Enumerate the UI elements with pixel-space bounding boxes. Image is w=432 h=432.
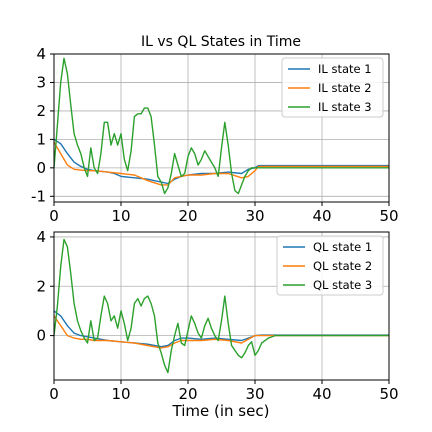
axes-frame (53, 53, 390, 203)
legend: QL state 1 QL state 2 QL state 3 (276, 235, 384, 296)
y-tick-label: 4 (36, 45, 46, 63)
series-line-1 (53, 138, 389, 185)
x-tick-label: 40 (312, 385, 331, 403)
legend: IL state 1 IL state 2 IL state 3 (281, 57, 384, 118)
x-tick-label: 40 (312, 207, 331, 225)
series-line-3 (53, 238, 389, 374)
y-tick-label: 4 (36, 228, 46, 246)
legend-label: IL state 2 (318, 81, 372, 95)
y-tick-label: 2 (36, 277, 46, 295)
legend-label: IL state 1 (318, 62, 372, 76)
y-tick-label: 0 (36, 159, 46, 177)
axes-frame (53, 231, 390, 381)
legend-label: IL state 3 (318, 100, 372, 114)
x-tick-label: 30 (245, 385, 264, 403)
legend-label: QL state 3 (313, 278, 372, 292)
x-tick-label: 10 (111, 207, 130, 225)
x-tick-label: 20 (178, 385, 197, 403)
y-tick-label: 3 (36, 73, 46, 91)
x-tick-label: 20 (178, 207, 197, 225)
series-line-2 (53, 141, 389, 186)
il-states-panel: IL vs QL States in Time 0 10 20 30 40 50-1012… (31, 34, 399, 225)
y-tick-label: 2 (36, 102, 46, 120)
x-tick-label: 10 (111, 385, 130, 403)
y-tick-label: -1 (31, 187, 46, 205)
series-group (53, 57, 389, 195)
legend-label: QL state 1 (313, 240, 372, 254)
y-tick-label: 0 (36, 327, 46, 345)
x-tick-label: 30 (245, 207, 264, 225)
x-tick-label: 0 (49, 385, 59, 403)
legend-box (281, 57, 384, 118)
chart-title: IL vs QL States in Time (141, 34, 301, 50)
legend-box (276, 235, 384, 296)
axis-ticks: 0 10 20 30 40 50 0 2 4 (36, 228, 398, 403)
x-tick-label: 50 (379, 385, 398, 403)
legend-label: QL state 2 (313, 259, 372, 273)
x-tick-label: 0 (49, 207, 59, 225)
x-axis-label: Time (in sec) (172, 402, 270, 420)
series-line-3 (53, 57, 389, 195)
series-group (53, 238, 389, 374)
y-tick-label: 1 (36, 130, 46, 148)
series-line-2 (53, 315, 389, 349)
x-tick-label: 50 (379, 207, 398, 225)
